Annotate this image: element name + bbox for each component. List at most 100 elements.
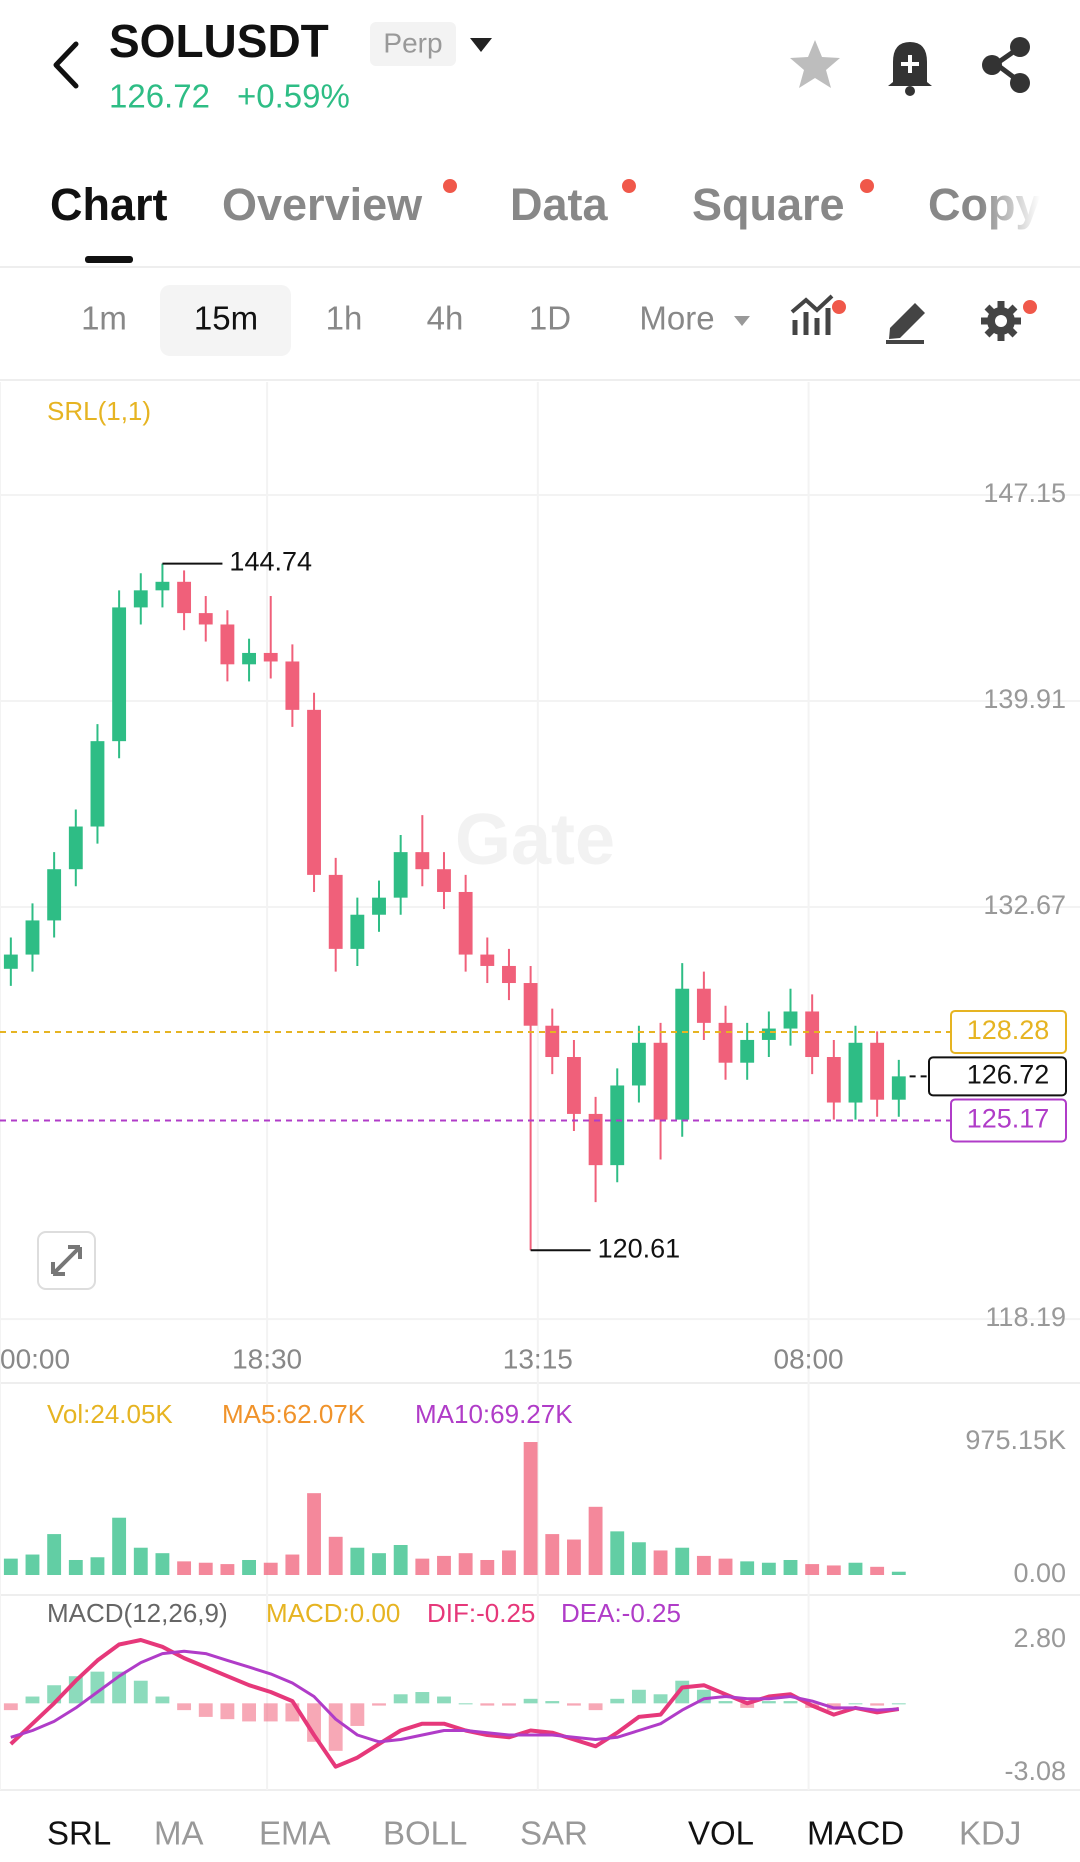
candle-body — [848, 1042, 863, 1103]
volume-bar — [545, 1534, 560, 1575]
candle-body — [588, 1113, 603, 1166]
macd-histogram-bar — [155, 1696, 170, 1704]
indicator-label: SRL(1,1) — [47, 396, 151, 426]
candle-body — [761, 1028, 776, 1040]
indicator-bars — [792, 308, 831, 335]
macd-histogram-bar — [3, 1703, 18, 1711]
current-price-label: 126.72 — [967, 1059, 1050, 1089]
macd-histogram-bar — [588, 1703, 603, 1711]
price: 126.72 — [109, 78, 210, 115]
current-price-box — [928, 1056, 1067, 1097]
notification-dot — [443, 179, 457, 193]
timeframe[interactable]: 15m — [194, 300, 258, 337]
x-tick-label: 18:30 — [232, 1343, 302, 1374]
indicator-tab[interactable]: MA — [154, 1815, 204, 1852]
indicator-tab[interactable]: SAR — [520, 1815, 588, 1852]
tab[interactable]: Chart — [50, 179, 168, 230]
timeframe-bar: 1m 15m 1h 4h 1D More — [81, 300, 715, 337]
tab-underline — [85, 256, 133, 263]
indicator-icon[interactable] — [790, 294, 834, 335]
tab-bar: ChartOverviewDataSquareCopy — [50, 179, 1040, 230]
share-icon[interactable] — [982, 37, 1030, 93]
volume-bar — [675, 1547, 690, 1575]
line-price-label: 128.28 — [967, 1015, 1050, 1045]
volume-bar — [198, 1562, 213, 1575]
macd-histogram-bar — [350, 1703, 365, 1726]
y-tick-label: 139.91 — [983, 684, 1066, 714]
candle-body — [870, 1042, 885, 1100]
macd-line — [10, 1649, 899, 1744]
timeframe[interactable]: 4h — [427, 300, 464, 337]
candle-body — [155, 581, 170, 591]
volume-bar — [437, 1555, 451, 1575]
extreme-label: 144.74 — [229, 547, 312, 577]
settings-icon[interactable] — [981, 301, 1021, 341]
indicator-label: MACD(12,26,9) — [47, 1598, 228, 1628]
symbol-dropdown[interactable] — [470, 38, 492, 52]
volume-bar — [783, 1559, 798, 1575]
macd-histogram-bar — [220, 1703, 235, 1720]
volume-bar — [47, 1534, 62, 1575]
volume-bar — [480, 1559, 495, 1575]
macd-histogram-bar — [610, 1698, 625, 1704]
candle-body — [653, 1042, 668, 1120]
candle-body — [783, 1011, 798, 1029]
candle-body — [68, 826, 83, 870]
volume-bar — [415, 1558, 430, 1575]
indicator-tab[interactable]: BOLL — [383, 1815, 467, 1852]
line-price-label: 125.17 — [967, 1104, 1050, 1134]
candle-body — [480, 954, 495, 966]
volume-bar — [805, 1564, 820, 1575]
candle-body — [350, 914, 365, 949]
timeframe[interactable]: 1h — [326, 300, 363, 337]
volume-bar — [848, 1562, 863, 1575]
back-button[interactable] — [53, 41, 79, 89]
x-tick-label: 13:15 — [503, 1343, 573, 1374]
volume-bar — [588, 1506, 603, 1575]
volume-bar — [242, 1559, 256, 1575]
volume-bar — [502, 1550, 516, 1575]
tab[interactable]: Square — [692, 179, 845, 230]
volume-bar — [653, 1550, 668, 1575]
volume-bar — [350, 1547, 365, 1575]
timeframe[interactable]: 1m — [81, 300, 127, 337]
indicator-label: DEA:-0.25 — [561, 1598, 681, 1628]
more-dropdown[interactable] — [734, 316, 750, 326]
timeframe[interactable]: 1D — [529, 300, 571, 337]
candle-body — [696, 988, 711, 1023]
candle-body — [437, 869, 451, 892]
candle-body — [826, 1057, 841, 1103]
macd-histogram-bar — [263, 1703, 278, 1722]
indicator-tab[interactable]: EMA — [259, 1815, 331, 1852]
y-tick-label: 975.15K — [965, 1425, 1066, 1455]
volume-bar — [68, 1559, 83, 1575]
timeframe[interactable]: More — [639, 300, 714, 337]
candle-body — [415, 852, 430, 870]
candle-body — [285, 661, 300, 710]
pencil — [889, 303, 925, 339]
candle-body — [198, 613, 213, 625]
expand-button[interactable] — [37, 1231, 96, 1290]
indicator-tab[interactable]: SRL — [47, 1815, 111, 1852]
macd-histogram-bar — [545, 1701, 560, 1704]
candle-body — [805, 1011, 820, 1058]
volume-bar — [25, 1554, 40, 1575]
macd-histogram-bar — [198, 1703, 213, 1717]
volume-bar — [177, 1561, 192, 1575]
indicator-tab[interactable]: MACD — [807, 1815, 904, 1852]
candle-body — [545, 1025, 560, 1058]
favorite-icon[interactable] — [790, 40, 840, 88]
tab[interactable]: Data — [510, 179, 609, 230]
tab[interactable]: Overview — [222, 179, 423, 230]
indicator-tab[interactable]: VOL — [688, 1815, 754, 1852]
notification-dot — [1023, 300, 1037, 314]
y-tick-label: 0.00 — [1013, 1558, 1066, 1588]
draw-icon[interactable] — [886, 303, 925, 344]
macd-histogram-bar — [177, 1703, 192, 1711]
candle-body — [740, 1039, 755, 1063]
alert-icon[interactable] — [888, 42, 932, 96]
volume-bar — [372, 1553, 386, 1575]
indicator-tab[interactable]: KDJ — [959, 1815, 1021, 1852]
